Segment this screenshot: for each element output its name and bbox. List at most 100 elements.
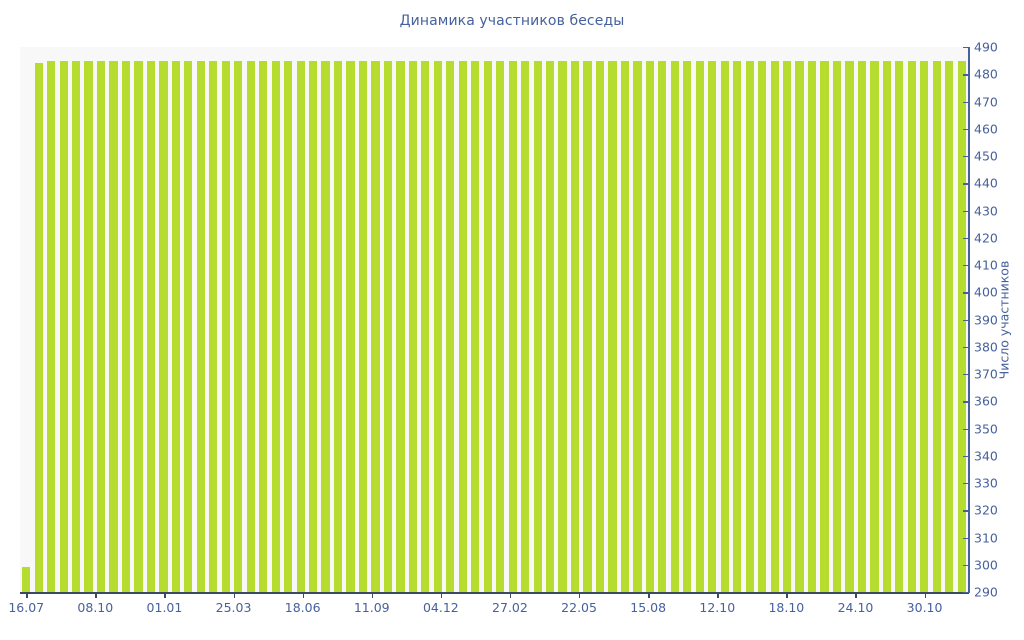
x-axis-tick: [786, 593, 788, 598]
bar: [533, 60, 542, 592]
bar: [907, 60, 916, 592]
bar: [783, 60, 792, 592]
bar: [546, 60, 555, 592]
y-axis-tick: [963, 483, 968, 485]
x-axis-tick: [855, 593, 857, 598]
bar: [109, 60, 118, 592]
y-axis-tick: [963, 292, 968, 294]
y-axis-tick-label: 310: [974, 530, 998, 545]
y-axis-tick: [963, 265, 968, 267]
y-axis-tick-label: 400: [974, 284, 998, 300]
y-axis-tick: [963, 374, 968, 376]
bar: [670, 60, 679, 592]
bar: [620, 60, 630, 592]
y-axis-tick: [963, 319, 968, 321]
y-axis-tick-label: 370: [974, 366, 998, 382]
y-axis-tick-label: 340: [974, 448, 998, 464]
y-axis-tick: [963, 156, 968, 158]
x-axis-tick-label: 24.10: [837, 600, 874, 615]
bar: [957, 60, 966, 592]
y-axis-tick: [963, 537, 968, 539]
x-axis-line: [20, 592, 969, 594]
plot-area: [20, 47, 968, 592]
bar: [134, 60, 143, 592]
bar: [882, 60, 892, 592]
y-axis-tick-label: 490: [974, 39, 998, 55]
y-axis-tick-label: 360: [974, 393, 998, 409]
bar: [558, 60, 567, 592]
bar: [708, 60, 717, 592]
x-axis-tick-label: 04.12: [422, 600, 459, 615]
x-axis-tick: [233, 593, 235, 598]
y-axis-tick: [963, 183, 968, 185]
bar: [683, 60, 692, 592]
bar: [483, 60, 492, 592]
bar: [446, 60, 455, 592]
x-axis-tick: [509, 593, 512, 598]
y-axis-tick-label: 460: [974, 121, 998, 137]
x-axis-tick: [717, 593, 719, 598]
bar: [196, 60, 205, 592]
bar: [321, 60, 330, 592]
bar: [259, 60, 268, 592]
bar: [84, 60, 93, 592]
bar-series: [20, 47, 968, 592]
x-axis-tick-label: 01.01: [146, 600, 183, 615]
x-axis-tick: [371, 593, 374, 598]
bar: [745, 60, 754, 592]
x-axis-tick: [440, 593, 443, 598]
y-axis-tick: [963, 401, 968, 403]
bar: [159, 60, 168, 592]
x-axis-tick: [924, 593, 926, 598]
y-axis-tick-label: 390: [974, 312, 998, 327]
page-title: Динамика участников беседы: [399, 13, 625, 29]
y-axis-tick: [963, 210, 968, 212]
x-axis-tick-label: 18.06: [284, 600, 321, 615]
bar: [496, 60, 505, 592]
bar: [309, 60, 318, 592]
bar: [296, 60, 305, 592]
y-axis-tick: [963, 564, 968, 567]
y-axis-line: [968, 47, 970, 593]
x-axis-tick-label: 11.09: [353, 600, 390, 615]
bar: [146, 60, 156, 592]
bar: [733, 60, 742, 592]
y-axis-tick: [963, 346, 968, 349]
x-axis-tick: [164, 593, 166, 598]
x-axis-tick-label: 08.10: [77, 600, 114, 615]
x-axis-tick-label: 16.07: [8, 600, 45, 615]
y-axis-title: Число участников: [996, 260, 1012, 380]
bar: [371, 60, 380, 592]
bar: [795, 60, 804, 592]
bar: [433, 60, 442, 592]
bar: [184, 60, 193, 592]
bar: [870, 60, 879, 592]
bar: [832, 60, 842, 592]
bar: [234, 60, 243, 592]
bar: [633, 60, 642, 592]
bar: [271, 60, 280, 592]
bar: [221, 60, 230, 592]
bar: [471, 60, 480, 592]
bar: [284, 60, 293, 592]
bar: [508, 60, 517, 592]
x-axis-tick-label: 27.02: [492, 600, 528, 615]
bar: [358, 60, 368, 592]
y-axis-tick: [963, 74, 968, 76]
bar: [570, 60, 580, 592]
bar: [695, 60, 704, 592]
bar: [421, 60, 430, 592]
bar: [720, 60, 729, 592]
bar: [34, 63, 43, 592]
bar: [658, 60, 667, 592]
y-axis-tick-label: 450: [974, 148, 998, 164]
bar: [72, 60, 81, 592]
y-axis-tick: [963, 237, 968, 240]
bar: [845, 60, 854, 592]
bar: [246, 60, 255, 592]
bar: [608, 60, 617, 592]
y-axis-tick-label: 420: [974, 230, 998, 246]
y-axis-tick-label: 380: [974, 339, 998, 355]
bar: [758, 60, 767, 592]
